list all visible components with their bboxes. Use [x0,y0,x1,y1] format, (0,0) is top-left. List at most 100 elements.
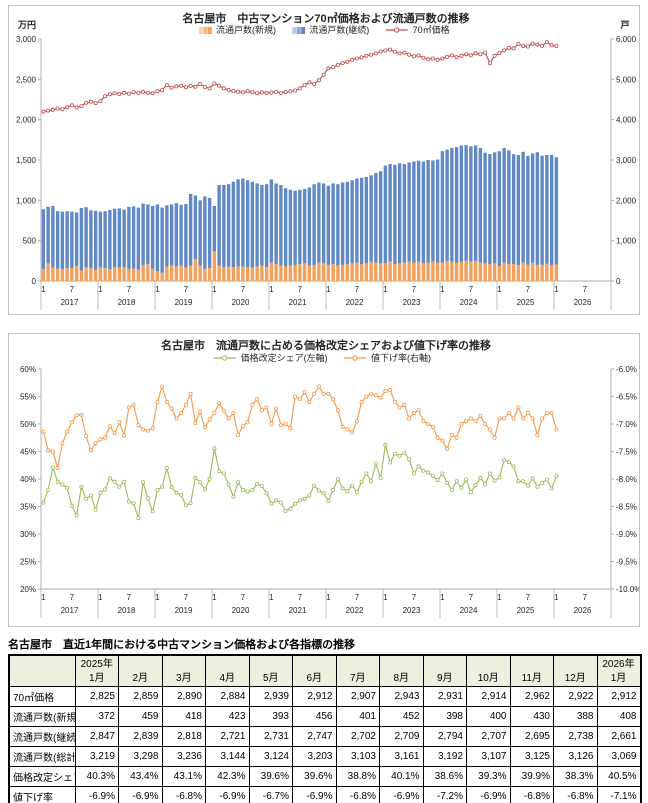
y-tick-label: 1,500 [16,156,37,165]
month-tick-label: 7 [583,593,588,602]
year-label: 2023 [403,298,421,307]
month-tick-label: 1 [269,593,274,602]
month-tick-label: 7 [298,285,303,294]
month-tick-label: 1 [155,285,160,294]
column-header: 4月 [205,654,250,687]
row-label: 価格改定シェア [8,766,76,787]
chart-legend: 流通戸数(新規) 流通戸数(継続) 70㎡価格 [198,24,450,35]
table-cell: 2,695 [509,726,554,747]
table-cell: 430 [509,706,554,727]
table-cell: 2,731 [248,726,293,747]
year-label: 2017 [61,606,79,615]
month-tick-label: 7 [355,593,360,602]
table-cell: 2,794 [422,726,467,747]
indicators-table: 2025年 1月 2月 3月 4月 5月 6月 7月 8月 9月 10月 11月 12月 2026年 1月 7… [8,654,642,803]
legend-label: 70㎡価格 [413,24,450,35]
table-cell: 2,825 [74,686,119,707]
axis-unit-label: 戸 [620,20,629,30]
y-tick-label: 40% [20,475,36,484]
year-label: 2019 [175,298,193,307]
month-tick-label: 7 [526,593,531,602]
table-cell: -6.9% [74,786,119,803]
line-70㎡価格 [41,40,559,114]
table-cell: 3,203 [292,746,337,767]
table-cell: 3,161 [379,746,424,767]
line-値下げ率(右軸) [41,384,559,470]
table-row: 70㎡価格 2,825 2,859 2,890 2,884 2,939 2,912 2,907… [8,686,641,707]
table-cell: 2,747 [292,726,337,747]
monthly-indicators-table: 2025年 1月 2月 3月 4月 5月 6月 7月 8月 9月 10月 11月 12月 2026年 1月 7… [8,654,642,803]
year-label: 2023 [403,606,421,615]
price-volume-chart: 名古屋市 中古マンション70㎡価格および流通戸数の推移 流通戸数(新規) 流通戸数(… [8,5,640,315]
y-tick-label: -9.5% [616,558,637,567]
month-tick-label: 1 [383,593,388,602]
table-cell: 2,912 [596,686,641,707]
table-cell: 388 [553,706,598,727]
y-tick-label: 55% [20,393,36,402]
month-tick-label: 1 [383,285,388,294]
table-cell: -6.8% [335,786,380,803]
column-header: 12月 [553,654,598,687]
table-cell: 2,738 [553,726,598,747]
month-tick-label: 7 [412,593,417,602]
line-価格改定シェア(左軸) [41,442,559,521]
year-label: 2024 [460,298,478,307]
table-cell: 400 [466,706,511,727]
y-tick-label: -7.0% [616,420,637,429]
table-cell: 38.3% [553,766,598,787]
month-tick-label: 1 [41,593,46,602]
share-discount-chart-svg: 名古屋市 流通戸数に占める価格改定シェアおよび値下げ率の推移価格改定シェア(左軸… [20,338,641,618]
month-tick-label: 1 [440,593,445,602]
table-cell: 3,192 [422,746,467,767]
column-header: 6月 [292,654,337,687]
table-cell: 2,943 [379,686,424,707]
year-label: 2020 [232,606,250,615]
y-axes: 3,000 2,500 2,000 1,500 1,000 500 0 万円 6,000 5,00… [16,20,637,286]
month-tick-label: 7 [412,285,417,294]
year-label: 2019 [175,606,193,615]
bars-流通戸数(継続) [41,145,559,273]
month-tick-label: 1 [440,285,445,294]
table-cell: 43.1% [161,766,206,787]
corner-cell [8,654,76,687]
table-cell: 398 [422,706,467,727]
y-tick-label: 1,000 [16,196,37,205]
table-cell: 2,702 [335,726,380,747]
y-tick-label: -6.0% [616,365,637,374]
table-title: 名古屋市 直近1年間における中古マンション価格および各指標の推移 [8,639,356,651]
y-tick-label: 50% [20,420,36,429]
month-tick-label: 7 [184,285,189,294]
year-label: 2024 [460,606,478,615]
column-header: 3月 [161,654,206,687]
table-cell: 42.3% [205,766,250,787]
table-cell: 40.5% [596,766,641,787]
month-tick-label: 7 [526,285,531,294]
y-tick-label: 30% [20,530,36,539]
table-cell: 40.3% [74,766,119,787]
table-cell: 2,707 [466,726,511,747]
table-cell: -6.7% [248,786,293,803]
table-cell: 459 [118,706,163,727]
chart-title: 名古屋市 流通戸数に占める価格改定シェアおよび値下げ率の推移 [161,338,491,352]
y-tick-label: 25% [20,558,36,567]
row-label: 流通戸数(新規) [8,706,76,727]
y-tick-label: 5,000 [616,75,637,84]
table-cell: -7.1% [596,786,641,803]
month-tick-label: 7 [583,285,588,294]
table-cell: 2,912 [292,686,337,707]
month-tick-label: 7 [355,285,360,294]
table-cell: 3,107 [466,746,511,767]
y-tick-label: -8.5% [616,503,637,512]
table-cell: 418 [161,706,206,727]
table-cell: 2,847 [74,726,119,747]
table-cell: 2,890 [161,686,206,707]
table-cell: 2,962 [509,686,554,707]
table-cell: 3,126 [553,746,598,767]
y-tick-label: 2,500 [16,75,37,84]
table-cell: 2,922 [553,686,598,707]
table-cell: -6.9% [379,786,424,803]
table-row: 流通戸数(継続) 2,847 2,839 2,818 2,721 2,731 2,747 2,… [8,726,641,747]
year-label: 2021 [289,298,307,307]
